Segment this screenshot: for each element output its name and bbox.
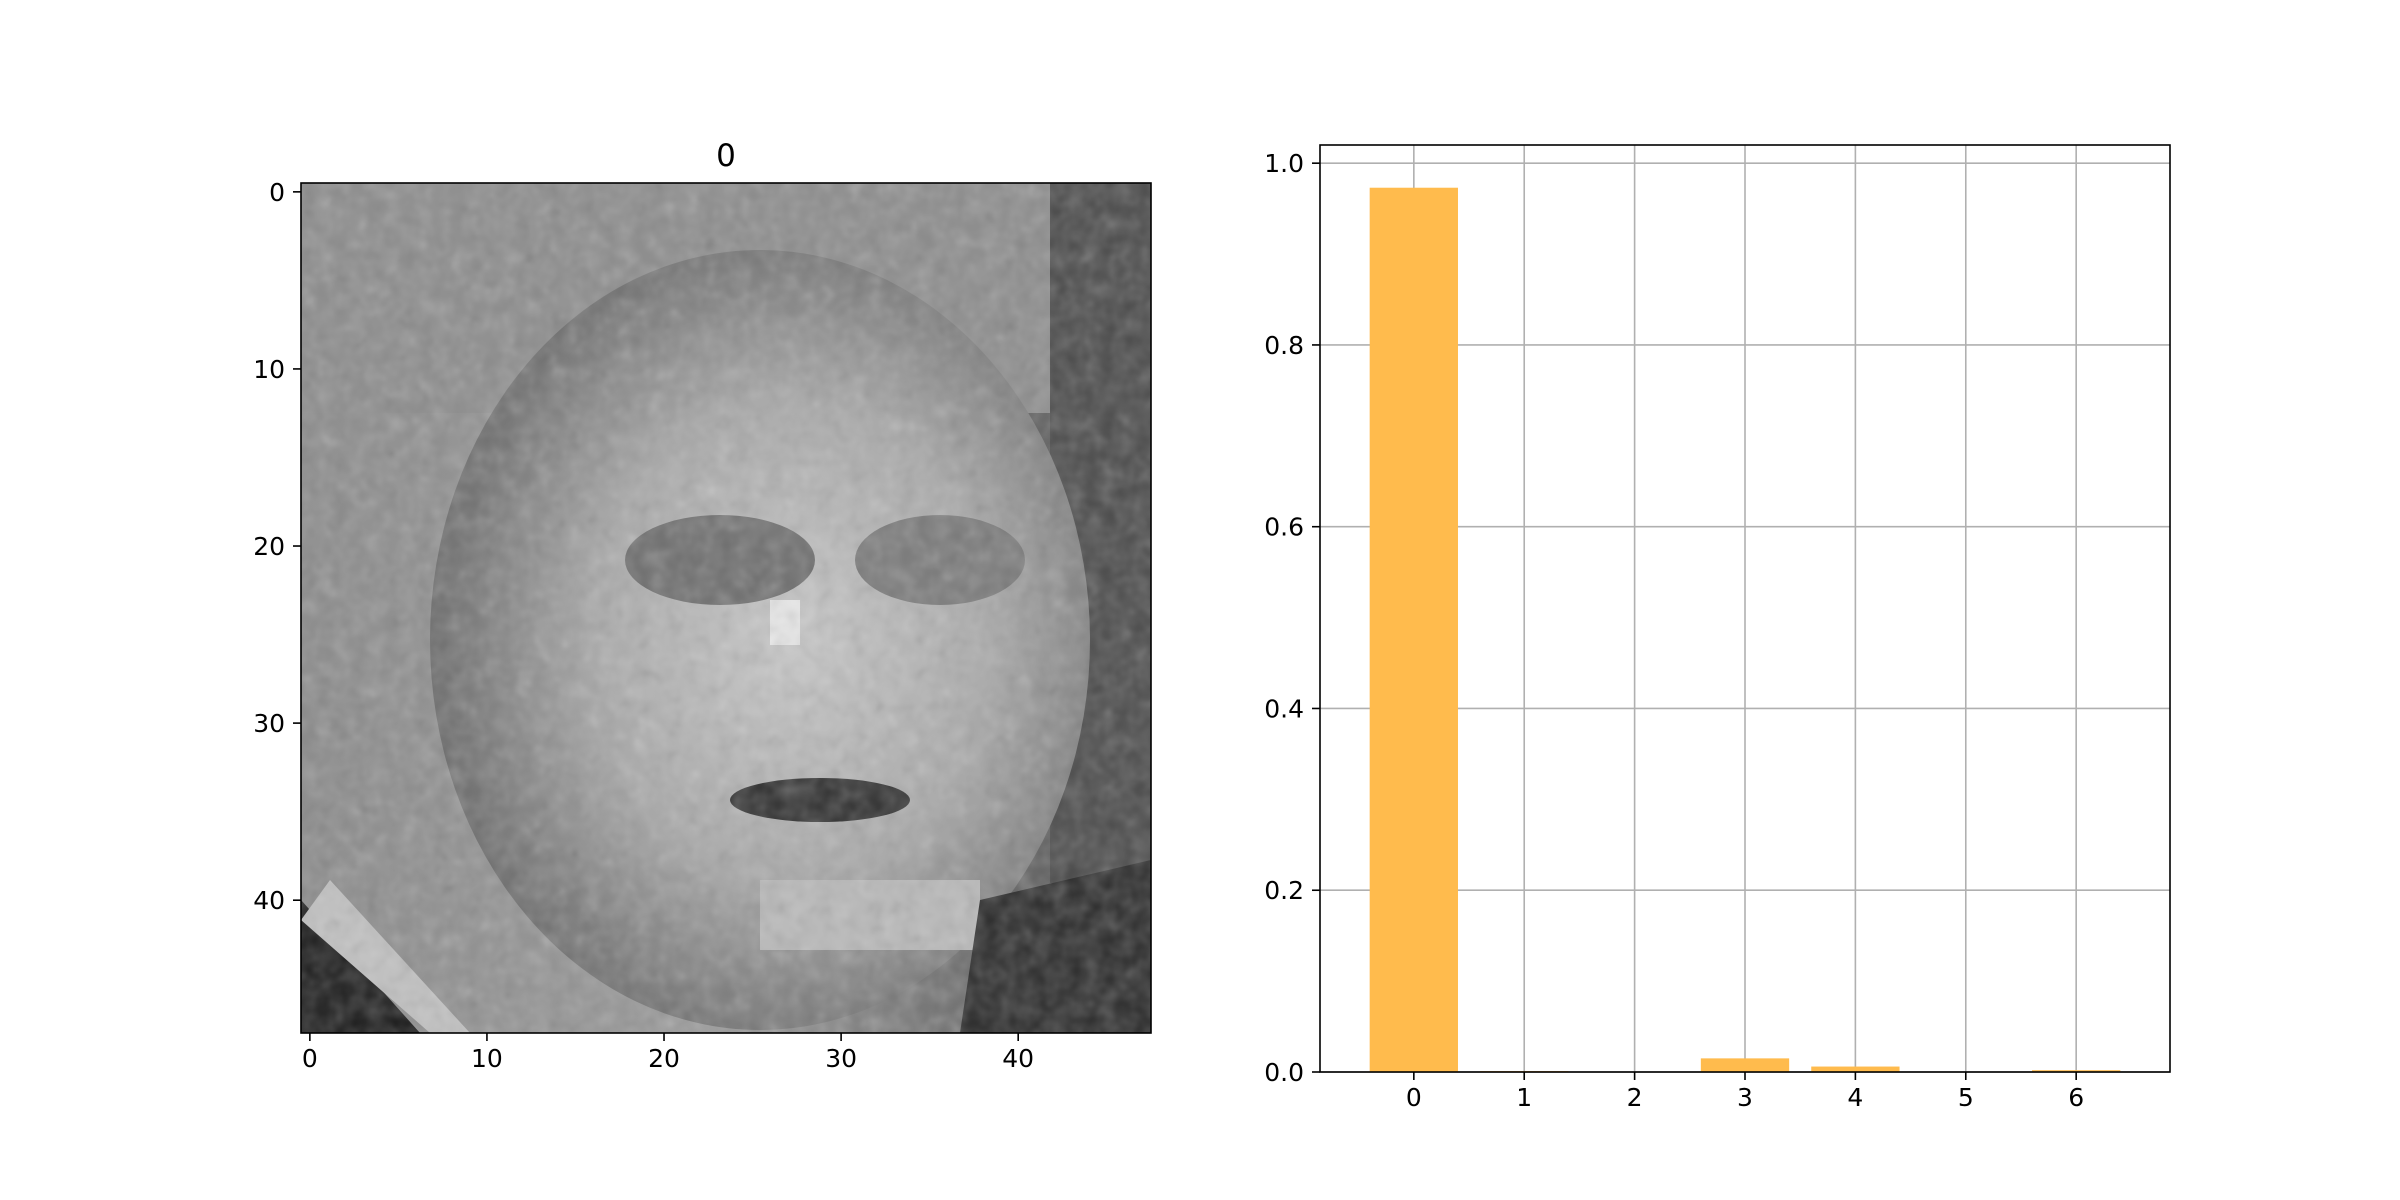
image-y-tick-label: 20 (253, 532, 285, 561)
bar-y-tick-label: 0.6 (1264, 513, 1304, 542)
image-x-tick-label: 20 (648, 1044, 680, 1073)
image-x-tick-label: 10 (471, 1044, 503, 1073)
image-x-tick-label: 0 (302, 1044, 318, 1073)
image-x-tick-label: 30 (825, 1044, 857, 1073)
bar-y-tick-label: 0.0 (1264, 1058, 1304, 1087)
bar-y-tick-label: 0.4 (1264, 694, 1304, 723)
image-y-tick-label: 30 (253, 709, 285, 738)
bar (1369, 187, 1458, 1072)
bar-x-tick-label: 1 (1516, 1083, 1532, 1112)
image-y-tick-label: 10 (253, 355, 285, 384)
image-title: 0 (716, 138, 736, 174)
bar-y-tick-label: 0.2 (1264, 876, 1304, 905)
bar-y-tick-label: 0.8 (1264, 331, 1304, 360)
image-x-tick-label: 40 (1002, 1044, 1034, 1073)
bar-chart: 0 1 2 3 4 5 6 0.0 0.2 0.4 0.6 0.8 1.0 (1264, 144, 2171, 1112)
bar-x-tick-label: 5 (1958, 1083, 1974, 1112)
bar (1811, 1066, 1900, 1072)
bar-x-tick-label: 3 (1737, 1083, 1753, 1112)
image-y-ticks: 0 10 20 30 40 (253, 178, 301, 915)
bar-x-ticks: 0 1 2 3 4 5 6 (1406, 1072, 2084, 1112)
bar-y-tick-label: 1.0 (1264, 149, 1304, 178)
bar (2032, 1070, 2121, 1072)
bar-x-tick-label: 6 (2068, 1083, 2084, 1112)
image-x-ticks: 0 10 20 30 40 (302, 1033, 1034, 1073)
bar-x-tick-label: 2 (1627, 1083, 1643, 1112)
bars (1369, 187, 2121, 1073)
face-image (301, 183, 1151, 1033)
image-frame (300, 182, 1152, 1034)
image-y-tick-label: 0 (269, 178, 285, 207)
bar-y-ticks: 0.0 0.2 0.4 0.6 0.8 1.0 (1264, 149, 1320, 1087)
bar-x-tick-label: 0 (1406, 1083, 1422, 1112)
image-y-tick-label: 40 (253, 886, 285, 915)
bar-x-tick-label: 4 (1847, 1083, 1863, 1112)
bar (1700, 1058, 1790, 1072)
image-panel: 0 0 10 20 30 40 01 (253, 138, 1152, 1073)
